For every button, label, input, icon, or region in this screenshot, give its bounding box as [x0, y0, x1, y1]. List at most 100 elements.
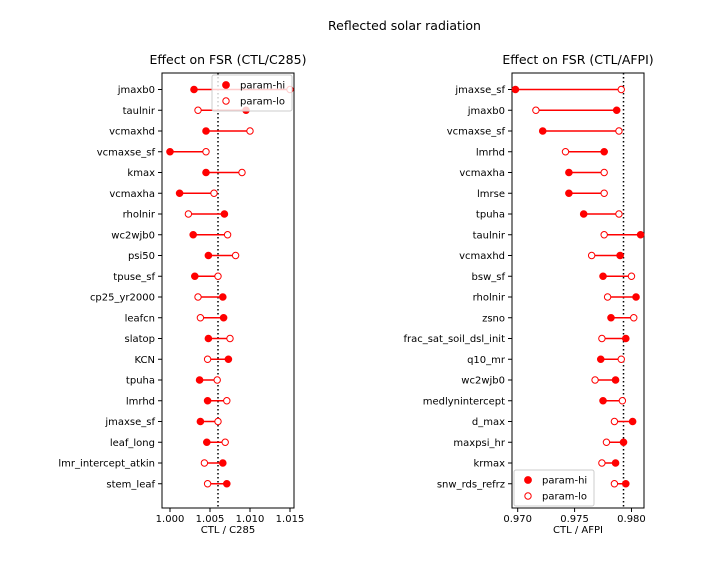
right-y-tick-label: taulnir: [473, 230, 506, 241]
right-legend-lo-label: param-lo: [542, 492, 587, 503]
right-param-lo-point: [602, 438, 611, 446]
right-param-hi-point: [621, 479, 630, 488]
right-chart: Effect on FSR (CTL/AFPI) 0.970 0.975 0.980…: [403, 52, 653, 536]
right-param-lo-point: [532, 106, 540, 114]
right-y-tick-label: krmax: [473, 459, 505, 470]
left-param-lo-point: [203, 355, 212, 363]
right-x-tick-label: 0.970: [503, 514, 532, 525]
right-legend-box: [513, 469, 595, 507]
right-y-tick-label: snw_rds_refrz: [437, 479, 505, 490]
right-y-tick-label: medlynintercept: [423, 396, 505, 407]
right-param-lo-point: [600, 231, 608, 239]
right-param-hi-point: [636, 230, 645, 239]
left-param-lo-point: [194, 106, 202, 114]
left-y-tick-label: cp25_yr2000: [90, 293, 155, 304]
right-param-hi-point: [619, 438, 628, 447]
left-y-tick-label: tpuha: [126, 376, 155, 387]
right-y-tick-label: q10_mr: [467, 355, 506, 366]
right-param-lo-point: [627, 272, 636, 280]
left-param-hi-point: [203, 438, 211, 447]
right-y-tick-label: vcmaxha: [459, 168, 505, 179]
right-param-lo-point: [600, 168, 608, 177]
right-y-tick-label: d_max: [472, 417, 505, 428]
right-param-lo-point: [617, 355, 625, 363]
left-x-axis-label: CTL / C285: [201, 525, 255, 536]
right-x-tick-label: 0.975: [560, 514, 589, 525]
left-param-lo-point: [214, 417, 222, 426]
left-param-lo-point: [226, 334, 234, 343]
right-y-tick-label: maxpsi_hr: [453, 438, 505, 449]
right-y-tick-label: bsw_sf: [472, 272, 506, 283]
right-param-hi-point: [599, 272, 607, 281]
left-x-tick-label: 1.015: [276, 514, 305, 525]
left-param-lo-point: [223, 231, 232, 239]
left-param-lo-point: [210, 189, 218, 197]
right-param-hi-point: [612, 106, 621, 115]
right-param-hi-point: [565, 189, 573, 198]
left-y-tick-label: vcmaxha: [109, 189, 155, 200]
left-y-tick-label: lmrhd: [126, 396, 155, 407]
right-param-hi-point: [628, 417, 637, 426]
right-y-tick-label: zsno: [482, 313, 505, 324]
left-y-tick-label: psi50: [128, 251, 155, 262]
left-param-lo-point: [194, 293, 202, 301]
left-y-tick-label: kmax: [127, 168, 155, 179]
right-param-lo-point: [587, 251, 596, 260]
right-param-hi-point: [511, 85, 520, 94]
left-param-lo-point: [200, 459, 209, 467]
left-y-tick-label: jmaxb0: [117, 85, 155, 96]
left-y-tick-label: slatop: [124, 334, 155, 345]
left-chart: Effect on FSR (CTL/C285) 1.000 1.005 1.010…: [58, 52, 306, 536]
left-y-tick-label: taulnir: [123, 106, 156, 117]
left-param-hi-point: [204, 334, 213, 343]
left-param-hi-point: [219, 293, 227, 301]
left-param-hi-point: [204, 251, 213, 260]
right-param-lo-point: [630, 314, 638, 322]
left-plot-area: 1.000 1.005 1.010 1.015 jmaxb0 taulnir vcmaxhd…: [58, 72, 305, 525]
left-y-tick-label: rholnir: [123, 210, 156, 221]
left-param-lo-point: [223, 397, 231, 405]
left-y-tick-label: stem_leaf: [106, 479, 155, 490]
left-param-hi-point: [220, 210, 229, 218]
left-param-hi-point: [202, 168, 210, 177]
right-param-lo-point: [610, 417, 619, 426]
left-legend-hi-label: param-hi: [240, 81, 285, 92]
right-param-lo-point: [561, 148, 570, 156]
figure-title: Reflected solar radiation: [328, 18, 481, 33]
left-chart-title: Effect on FSR (CTL/C285): [150, 52, 307, 67]
left-param-hi-point: [223, 479, 231, 488]
left-param-hi-point: [166, 147, 174, 156]
right-y-tick-label: vcmaxse_sf: [447, 127, 506, 138]
right-legend: param-hi param-lo: [513, 469, 595, 507]
right-param-hi-point: [616, 251, 624, 260]
right-param-lo-point: [600, 189, 608, 197]
left-y-tick-label: leaf_long: [110, 438, 155, 449]
right-param-hi-point: [607, 313, 615, 322]
left-legend: param-hi param-lo: [211, 74, 293, 112]
left-param-hi-point: [195, 376, 204, 384]
left-x-tick-label: 1.005: [196, 514, 225, 525]
left-param-hi-point: [219, 313, 228, 322]
right-param-lo-point: [610, 480, 619, 488]
left-param-hi-point: [203, 396, 212, 405]
left-y-tick-label: KCN: [135, 355, 155, 366]
right-param-lo-point: [598, 459, 606, 467]
right-x-axis-label: CTL / AFPI: [553, 525, 603, 536]
right-param-lo-point: [615, 210, 623, 218]
left-param-hi-point: [175, 189, 184, 198]
left-param-lo-point: [213, 376, 221, 384]
left-param-hi-point: [190, 85, 198, 94]
right-param-lo-point: [591, 376, 599, 384]
left-y-tick-label: jmaxse_sf: [104, 417, 155, 428]
left-param-lo-point: [202, 148, 210, 156]
right-y-tick-label: jmaxse_sf: [454, 85, 505, 96]
left-y-tick-label: wc2wjb0: [111, 230, 155, 241]
left-legend-lo-marker: [222, 97, 230, 105]
right-y-tick-label: jmaxb0: [467, 106, 505, 117]
right-param-lo-point: [603, 293, 612, 301]
left-y-tick-label: leafcn: [125, 313, 155, 324]
right-legend-lo-marker: [524, 492, 532, 500]
right-param-lo-point: [617, 85, 625, 94]
right-param-lo-point: [598, 334, 606, 343]
left-param-lo-point: [203, 480, 212, 488]
